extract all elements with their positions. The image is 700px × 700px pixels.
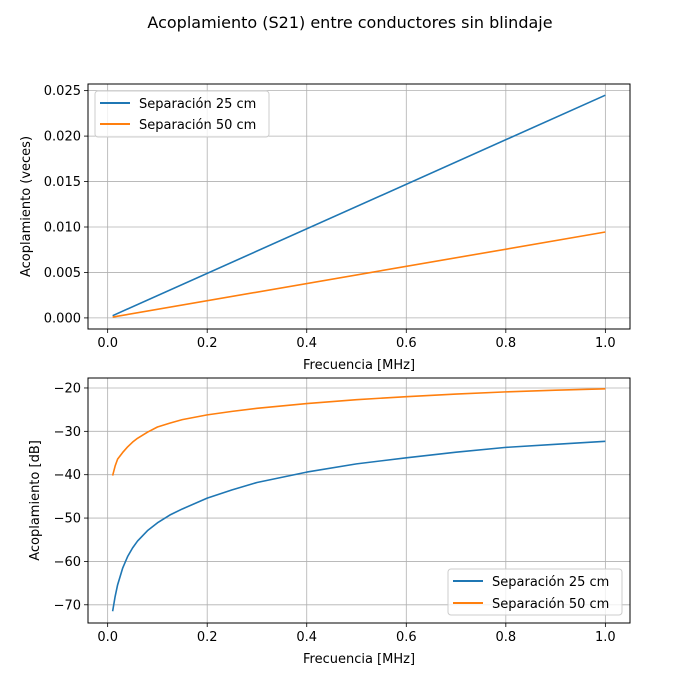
top-legend-label-25cm: Separación 25 cm (139, 97, 256, 112)
x-tick-label: 0.6 (396, 336, 417, 351)
series-line-50cm (111, 388, 606, 476)
x-tick-label: 0.2 (197, 336, 218, 351)
top-legend: Separación 25 cm Separación 50 cm (94, 90, 270, 138)
bottom-legend-box (447, 568, 623, 616)
x-tick-label: 1.0 (595, 630, 616, 645)
y-tick-label: −60 (54, 555, 81, 570)
y-tick-label: −50 (54, 512, 81, 527)
y-tick-label: 0.025 (44, 84, 81, 99)
x-tick-label: 0.8 (495, 336, 516, 351)
bottom-x-axis-label: Frecuencia [MHz] (303, 652, 415, 667)
series-line-25cm (111, 440, 606, 612)
top-legend-label-50cm: Separación 50 cm (139, 118, 256, 133)
y-tick-label: −40 (54, 468, 81, 483)
x-tick-label: 0.2 (197, 630, 218, 645)
y-tick-label: 0.005 (44, 266, 81, 281)
bottom-series-group (111, 388, 606, 612)
figure-title: Acoplamiento (S21) entre conductores sin… (147, 13, 552, 32)
top-x-axis-label: Frecuencia [MHz] (303, 358, 415, 373)
y-tick-label: 0.015 (44, 175, 81, 190)
top-ticks: 0.0 0.2 0.4 0.6 0.8 1.0 0.000 0.005 0.010 0.015 0.… (44, 84, 616, 351)
top-legend-box (94, 90, 270, 138)
series-line-50cm (112, 231, 606, 318)
top-y-axis-label: Acoplamiento (veces) (19, 136, 34, 277)
bottom-subplot: 0.0 0.2 0.4 0.6 0.8 1.0 −70 −60 −50 −40 −30 −20 Fre… (28, 377, 631, 667)
x-tick-label: 1.0 (595, 336, 616, 351)
x-tick-label: 0.4 (296, 630, 317, 645)
x-tick-label: 0.8 (495, 630, 516, 645)
bottom-legend: Separación 25 cm Separación 50 cm (447, 568, 623, 616)
series-line-25cm (112, 94, 606, 317)
bottom-ticks: 0.0 0.2 0.4 0.6 0.8 1.0 −70 −60 −50 −40 −30 −20 (54, 381, 616, 645)
bottom-y-axis-label: Acoplamiento [dB] (28, 440, 43, 561)
x-tick-label: 0.6 (396, 630, 417, 645)
top-subplot: 0.0 0.2 0.4 0.6 0.8 1.0 0.000 0.005 0.010 0.015 0.… (19, 83, 631, 373)
top-series-group (112, 94, 606, 318)
y-tick-label: 0.020 (44, 130, 81, 145)
bottom-grid (88, 378, 630, 623)
y-tick-label: −70 (54, 598, 81, 613)
bottom-plot-frame (87, 377, 631, 624)
x-tick-label: 0.0 (97, 630, 118, 645)
x-tick-label: 0.4 (296, 336, 317, 351)
bottom-legend-label-50cm: Separación 50 cm (492, 597, 609, 612)
y-tick-label: −30 (54, 425, 81, 440)
x-tick-label: 0.0 (97, 336, 118, 351)
bottom-legend-label-25cm: Separación 25 cm (492, 575, 609, 590)
top-plot-frame (87, 83, 631, 330)
y-tick-label: 0.000 (44, 311, 81, 326)
y-tick-label: −20 (54, 381, 81, 396)
y-tick-label: 0.010 (44, 221, 81, 236)
